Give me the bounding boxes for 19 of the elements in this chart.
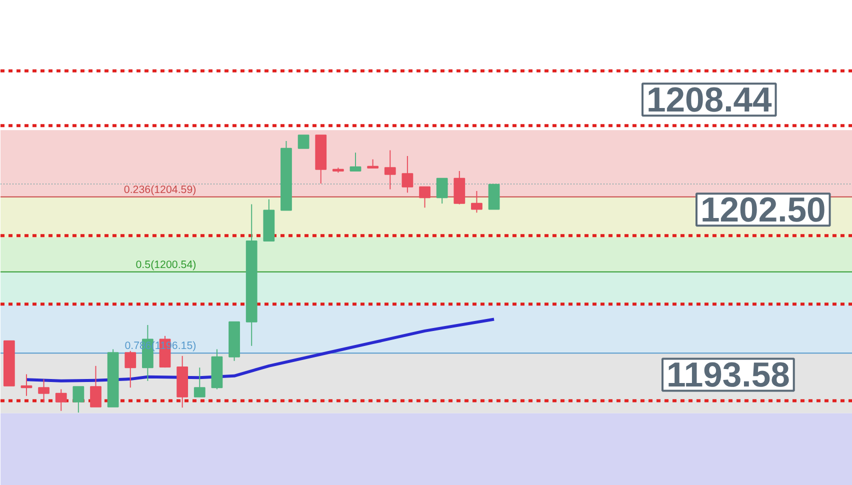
candlestick <box>55 388 67 412</box>
ref-line-label: 1193.58 <box>666 356 790 395</box>
candlestick <box>38 378 50 404</box>
candlestick <box>436 178 448 204</box>
candlestick <box>124 350 136 388</box>
ref-line-label: 0.236(1204.59) <box>124 184 196 196</box>
ref-line-label: 1202.50 <box>700 192 826 230</box>
candlestick <box>350 152 362 172</box>
candlestick <box>90 365 102 408</box>
candlestick <box>471 190 482 214</box>
candlestick <box>384 150 396 190</box>
candlestick <box>20 374 32 396</box>
ref-line-label: 1208.44 <box>646 82 772 120</box>
candlestick <box>194 367 206 398</box>
candlestick <box>402 155 414 194</box>
ref-line-label: 0.5(1200.54) <box>136 258 196 271</box>
candlestick <box>298 134 310 149</box>
candlestick <box>72 386 84 414</box>
candlestick <box>419 186 430 208</box>
